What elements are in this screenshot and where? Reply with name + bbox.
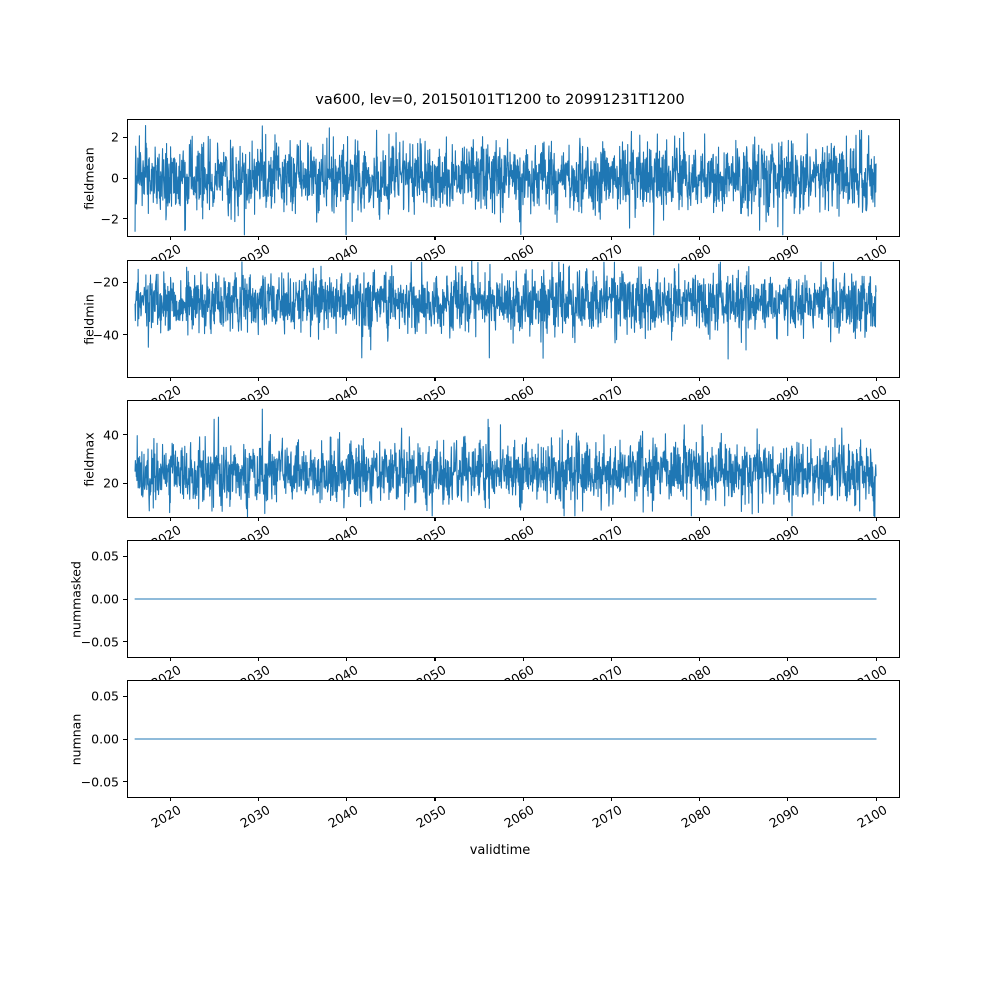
plot-area-fieldmax: [128, 401, 899, 517]
plot-area-fieldmin: [128, 261, 899, 377]
series-line-fieldmax: [134, 408, 877, 517]
xtick-label-2040: 2040: [325, 802, 361, 831]
ytick-label-fieldmin: −20: [92, 274, 119, 290]
xlabel-validtime: validtime: [469, 843, 531, 858]
ytick-label-fieldmin: −40: [92, 327, 119, 343]
ytick-label-fieldmean: 0: [111, 170, 119, 186]
ylabel-fieldmin: fieldmin: [81, 294, 97, 345]
ylabel-numnan: numnan: [68, 713, 84, 766]
xtick-label-2100: 2100: [854, 802, 890, 831]
subplot-nummasked: [127, 540, 900, 658]
xtick-label-2070: 2070: [589, 802, 625, 831]
xtick-label-2050: 2050: [413, 802, 449, 831]
subplot-fieldmean: [127, 119, 900, 237]
xtick-label-2060: 2060: [501, 802, 537, 831]
subplot-fieldmin: [127, 260, 900, 378]
xtick-label-2030: 2030: [236, 802, 273, 831]
ytick-label-fieldmean: 2: [111, 129, 119, 145]
ylabel-nummasked: nummasked: [68, 561, 84, 638]
figure-title: va600, lev=0, 20150101T1200 to 20991231T…: [315, 92, 685, 108]
subplot-fieldmax: [127, 400, 900, 518]
xtick-label-2090: 2090: [766, 802, 802, 831]
plot-area-numnan: [128, 681, 899, 797]
series-line-fieldmin: [134, 261, 877, 360]
plot-area-nummasked: [128, 541, 899, 657]
xtick-label-2020: 2020: [148, 802, 184, 831]
ylabel-fieldmean: fieldmean: [81, 147, 97, 210]
ytick-label-fieldmax: 20: [103, 475, 119, 491]
subplot-numnan: [127, 680, 900, 798]
plot-area-fieldmean: [128, 120, 899, 236]
ytick-label-fieldmean: −2: [100, 211, 119, 227]
series-line-nummasked: [134, 598, 877, 600]
series-line-numnan: [134, 738, 877, 740]
xtick-label-2080: 2080: [678, 802, 714, 831]
ytick-label-fieldmax: 40: [103, 427, 119, 443]
ylabel-fieldmax: fieldmax: [81, 432, 97, 487]
series-line-fieldmean: [134, 125, 877, 236]
